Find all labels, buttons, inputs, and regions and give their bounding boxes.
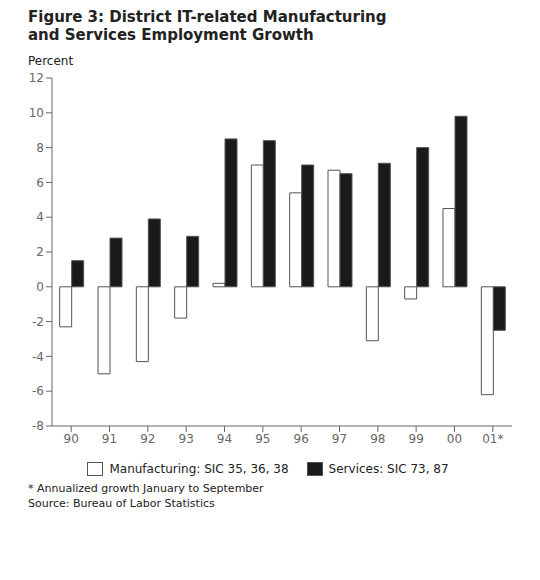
- svg-text:8: 8: [36, 141, 44, 155]
- html-text:and Services Employment Growth: and Services Employment Growth: [28, 26, 314, 44]
- svg-text:00: 00: [447, 432, 462, 446]
- html-text:Percent: Percent: [28, 54, 74, 68]
- svg-text:90: 90: [64, 432, 79, 446]
- html-text:Figure 3: District IT-related: Figure 3: District IT-related Manufactur…: [28, 8, 387, 26]
- svg-text:93: 93: [179, 432, 194, 446]
- html-text:Manufacturing: SIC 35, 36, 38: Manufacturing: SIC 35, 36, 38: [109, 462, 289, 476]
- svg-text:99: 99: [409, 432, 424, 446]
- html-text:Services: SIC 73, 87: Services: SIC 73, 87: [328, 462, 449, 476]
- svg-text:2: 2: [36, 245, 44, 259]
- svg-text:01*: 01*: [482, 432, 503, 446]
- svg-text:91: 91: [102, 432, 117, 446]
- svg-text:97: 97: [332, 432, 347, 446]
- svg-text:96: 96: [294, 432, 309, 446]
- svg-text:95: 95: [255, 432, 270, 446]
- svg-text:98: 98: [370, 432, 385, 446]
- html-text:Source: Bureau of Labor Statis: Source: Bureau of Labor Statistics: [28, 497, 215, 510]
- svg-text:-8: -8: [32, 419, 44, 433]
- svg-text:94: 94: [217, 432, 232, 446]
- svg-text:12: 12: [29, 71, 44, 85]
- svg-text:10: 10: [29, 106, 44, 120]
- svg-text:-4: -4: [32, 350, 44, 364]
- svg-text:0: 0: [36, 280, 44, 294]
- html-text:* Annualized growth January to: * Annualized growth January to September: [28, 482, 264, 495]
- svg-text:-6: -6: [32, 384, 44, 398]
- svg-text:4: 4: [36, 210, 44, 224]
- svg-text:6: 6: [36, 176, 44, 190]
- svg-text:92: 92: [140, 432, 155, 446]
- svg-text:-2: -2: [32, 315, 44, 329]
